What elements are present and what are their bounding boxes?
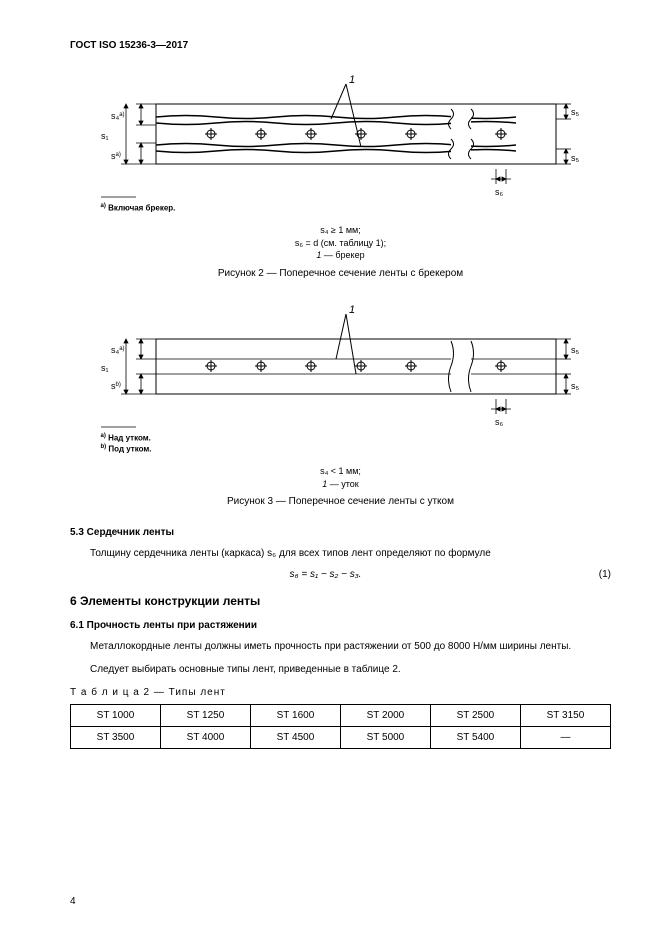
fig3-caption: Рисунок 3 — Поперечное сечение ленты с у… bbox=[70, 496, 611, 507]
figure-3-svg: 1 s₄a) s₁ sb) bbox=[101, 299, 581, 429]
fig3-s5: s₅ bbox=[571, 345, 580, 355]
fig2-caption: Рисунок 2 — Поперечное сечение ленты с б… bbox=[70, 268, 611, 279]
fig2-s5: s₅ bbox=[571, 107, 580, 117]
document-header: ГОСТ ISO 15236-3—2017 bbox=[70, 40, 611, 51]
figure-2-svg: 1 s₄a) s₁ sa) bbox=[101, 69, 581, 199]
fig3-fn1-t: Над утком. bbox=[108, 433, 151, 442]
table-cell: ST 4000 bbox=[160, 727, 250, 749]
table-cell: ST 1000 bbox=[71, 705, 161, 727]
fig2-s5b: s₅ bbox=[571, 153, 580, 163]
para-5-3: Толщину сердечника ленты (каркаса) s₆ дл… bbox=[70, 546, 611, 561]
table-cell: — bbox=[520, 727, 610, 749]
table-cell: ST 1250 bbox=[160, 705, 250, 727]
table-row: ST 3500 ST 4000 ST 4500 ST 5000 ST 5400 … bbox=[71, 727, 611, 749]
page-number: 4 bbox=[70, 896, 76, 907]
fig3-s5b: s₅ bbox=[571, 381, 580, 391]
table-cell: ST 4500 bbox=[250, 727, 340, 749]
table-2: ST 1000 ST 1250 ST 1600 ST 2000 ST 2500 … bbox=[70, 704, 611, 749]
table-cell: ST 2500 bbox=[430, 705, 520, 727]
fig3-s1: s₁ bbox=[101, 363, 109, 373]
fig3-bot: sb) bbox=[111, 381, 121, 391]
fig2-info-3: 1 — брекер bbox=[70, 249, 611, 262]
fig3-footnotes: a) Над утком. b) Под утком. bbox=[101, 433, 581, 455]
fig2-bot: sa) bbox=[111, 151, 121, 161]
fig3-label-1: 1 bbox=[349, 304, 355, 316]
table-cell: ST 5400 bbox=[430, 727, 520, 749]
formula-1-num: (1) bbox=[581, 569, 611, 580]
fig3-s4: s₄a) bbox=[111, 345, 125, 355]
formula-1-expr: s₆ = s₁ − s₂ − s₃. bbox=[70, 569, 581, 580]
table-2-caption: Т а б л и ц а 2 — Типы лент bbox=[70, 687, 611, 698]
table-cell: ST 1600 bbox=[250, 705, 340, 727]
fig3-fn1-m: a) bbox=[101, 433, 106, 439]
table-row: ST 1000 ST 1250 ST 1600 ST 2000 ST 2500 … bbox=[71, 705, 611, 727]
heading-6: 6 Элементы конструкции ленты bbox=[70, 594, 611, 608]
fig3-fn2-m: b) bbox=[101, 444, 107, 450]
fig2-s4: s₄a) bbox=[111, 111, 125, 121]
para-6-1a: Металлокордные ленты должны иметь прочно… bbox=[70, 639, 611, 654]
table-cell: ST 3150 bbox=[520, 705, 610, 727]
fig2-footnote-marker: a) bbox=[101, 203, 106, 209]
table-cell: ST 3500 bbox=[71, 727, 161, 749]
fig2-footnote-text: Включая брекер. bbox=[108, 204, 175, 213]
fig3-info-2: 1 — уток bbox=[70, 478, 611, 491]
figure-2: 1 s₄a) s₁ sa) bbox=[101, 69, 581, 214]
heading-6-1: 6.1 Прочность ленты при растяжении bbox=[70, 620, 611, 631]
table-cell: ST 5000 bbox=[340, 727, 430, 749]
fig2-footnote: a) Включая брекер. bbox=[101, 203, 581, 214]
figure-3: 1 s₄a) s₁ sb) bbox=[101, 299, 581, 455]
fig3-s6: s₆ bbox=[495, 417, 504, 427]
fig2-info: s₄ ≥ 1 мм; s₆ = d (см. таблицу 1); 1 — б… bbox=[70, 224, 611, 262]
para-6-1b: Следует выбирать основные типы лент, при… bbox=[70, 662, 611, 677]
table-cell: ST 2000 bbox=[340, 705, 430, 727]
fig3-fn2-t: Под утком. bbox=[108, 445, 151, 454]
fig3-info-1: s₄ < 1 мм; bbox=[70, 465, 611, 478]
fig2-label-1: 1 bbox=[349, 74, 355, 86]
fig2-s6: s₆ bbox=[495, 187, 504, 197]
fig3-info: s₄ < 1 мм; 1 — уток bbox=[70, 465, 611, 490]
heading-5-3: 5.3 Сердечник ленты bbox=[70, 527, 611, 538]
fig2-info-1: s₄ ≥ 1 мм; bbox=[70, 224, 611, 237]
fig2-s1: s₁ bbox=[101, 131, 109, 141]
formula-1: s₆ = s₁ − s₂ − s₃. (1) bbox=[70, 569, 611, 580]
fig2-info-2: s₆ = d (см. таблицу 1); bbox=[70, 237, 611, 250]
